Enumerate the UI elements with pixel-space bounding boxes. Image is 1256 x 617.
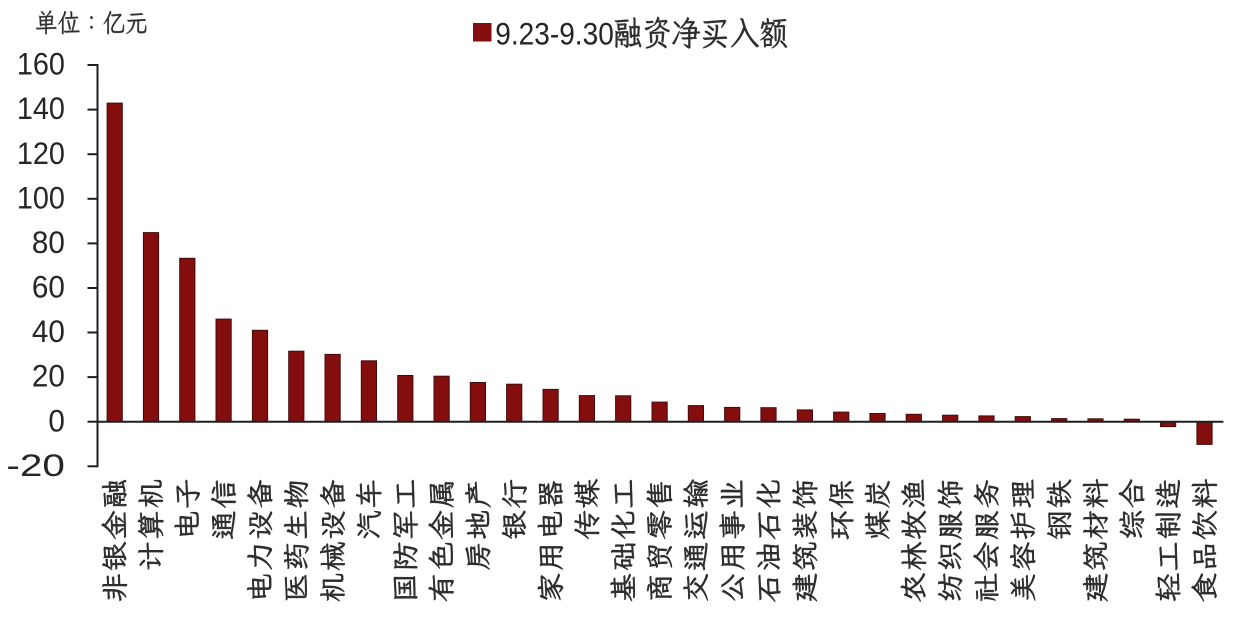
svg-text:140: 140 [17,91,65,126]
svg-text:40: 40 [32,314,65,349]
svg-text:-20: -20 [6,448,65,483]
svg-text:80: 80 [32,225,65,260]
svg-text:20: 20 [32,359,65,394]
svg-text:9.23-9.30: 9.23-9.30 [495,16,614,51]
svg-text:160: 160 [17,47,65,82]
svg-text:0: 0 [48,403,65,438]
svg-text:60: 60 [32,270,65,305]
svg-text:120: 120 [17,136,65,171]
svg-text:100: 100 [17,180,65,215]
